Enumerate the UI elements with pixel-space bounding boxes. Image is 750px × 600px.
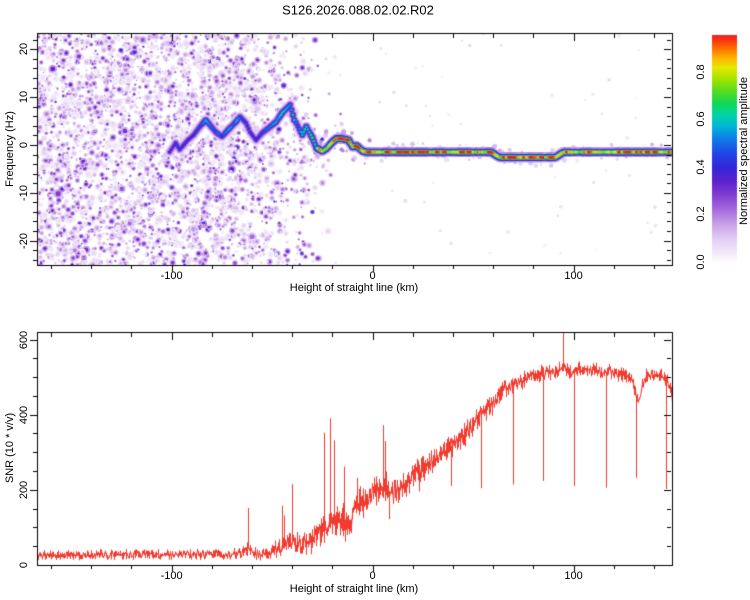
snr-y-tick-label: 0 [18,561,30,569]
spectrogram-y-tick-label: -10 [18,184,30,201]
spectrogram-x-tick-label: 100 [564,270,583,282]
spectrogram-y-tick-label: 10 [18,90,30,104]
snr-y-tick-label: 600 [18,330,30,349]
snr-x-tick-label: 0 [369,570,376,582]
colorbar-tick-label: 0.0 [695,254,707,270]
spectrogram-y-tick-label: -20 [18,232,30,249]
spectrogram-x-tick-label: -100 [160,270,183,282]
colorbar-tick-label: 0.6 [695,111,707,128]
spectrogram-x-axis-label: Height of straight line (km) [289,282,419,294]
spectrogram-y-tick-label: 0 [18,141,30,148]
colorbar-tick-label: 0.8 [695,64,707,80]
snr-x-tick-label: -100 [160,570,183,582]
snr-y-tick-label: 200 [18,480,30,500]
colorbar-label: Normalized spectral amplitude [738,77,750,225]
spectrogram-y-axis-label: Frequency (Hz) [4,111,16,187]
snr-y-axis-label: SNR (10 * v/v) [4,412,16,484]
figure-title: S126.2026.088.02.02.R02 [282,2,434,18]
snr-x-tick-label: 100 [564,570,583,582]
snr-y-tick-label: 400 [18,405,30,424]
spectrogram-x-tick-label: 0 [369,270,376,282]
spectrogram-y-tick-label: 20 [18,43,30,56]
colorbar-tick-label: 0.2 [695,206,707,223]
snr-x-axis-label: Height of straight line (km) [289,583,419,595]
colorbar-tick-label: 0.4 [695,159,707,175]
